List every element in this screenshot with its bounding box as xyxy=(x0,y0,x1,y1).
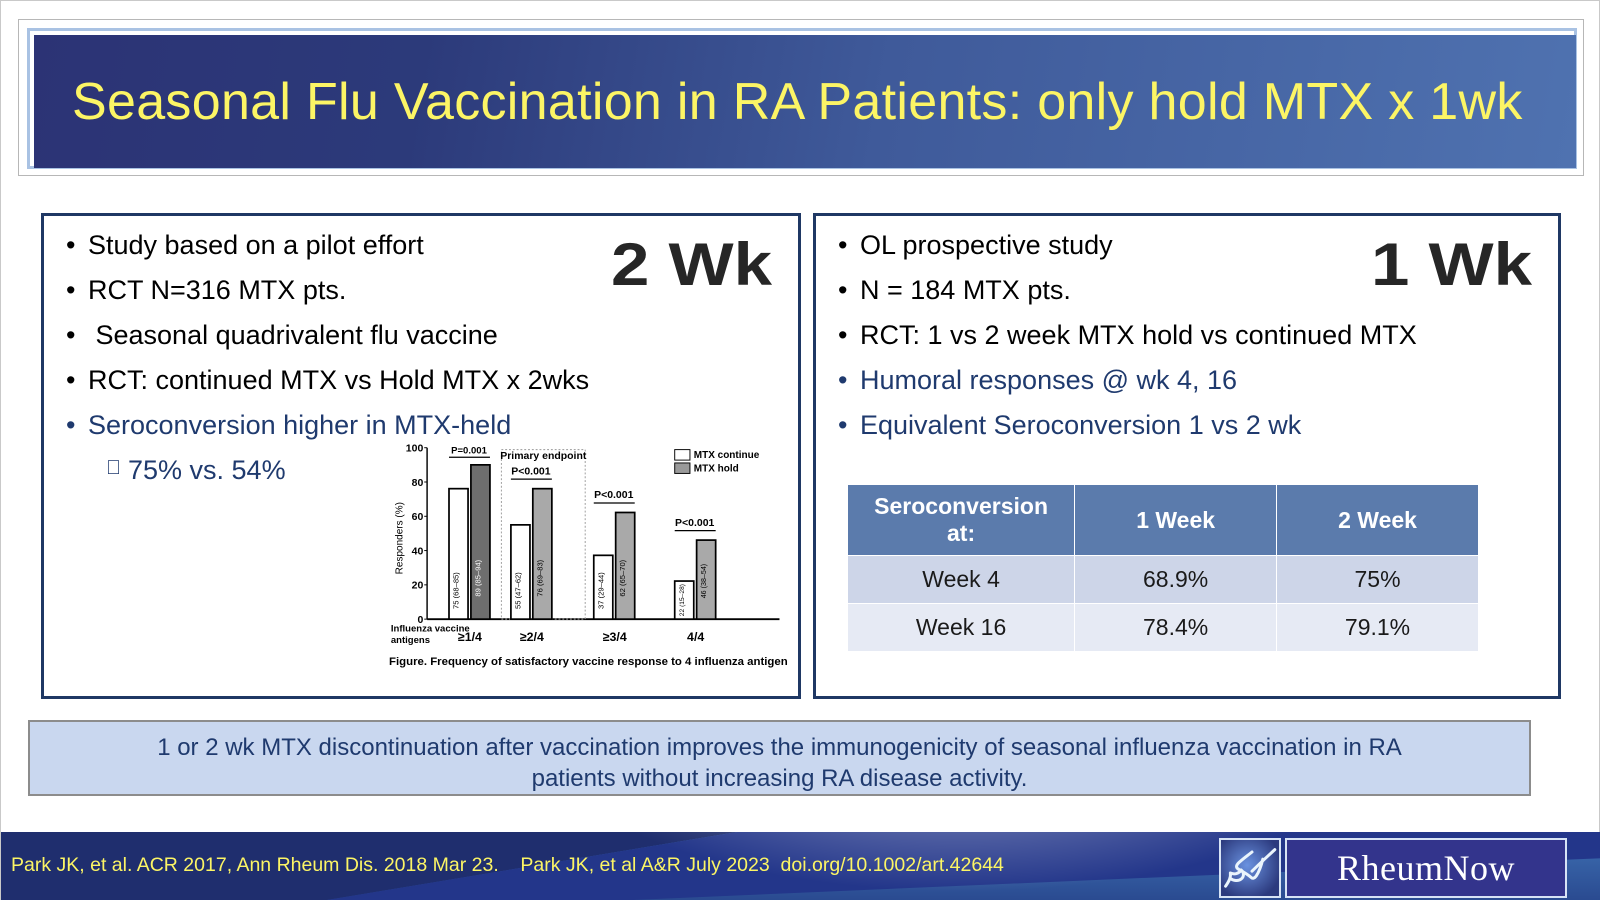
svg-text:20: 20 xyxy=(412,581,424,592)
svg-text:62 (65–70): 62 (65–70) xyxy=(618,559,627,596)
svg-text:76 (69–83): 76 (69–83) xyxy=(535,559,544,596)
svg-text:4/4: 4/4 xyxy=(687,630,704,644)
svg-text:Primary endpoint: Primary endpoint xyxy=(500,451,587,462)
svg-text:46 (38–54): 46 (38–54) xyxy=(700,564,708,598)
svg-text:22 (15–28): 22 (15–28) xyxy=(679,584,686,616)
svg-text:MTX hold: MTX hold xyxy=(694,464,739,475)
svg-text:≥2/4: ≥2/4 xyxy=(520,630,544,644)
svg-text:60: 60 xyxy=(412,512,424,523)
svg-text:100: 100 xyxy=(406,444,424,455)
svg-text:antigens: antigens xyxy=(391,635,430,646)
svg-text:P=0.001: P=0.001 xyxy=(451,445,487,456)
svg-text:37 (29–44): 37 (29–44) xyxy=(596,572,605,609)
svg-text:Figure. Frequency of satisfact: Figure. Frequency of satisfactory vaccin… xyxy=(389,656,788,668)
svg-text:80: 80 xyxy=(412,478,424,489)
svg-text:40: 40 xyxy=(412,546,424,557)
svg-text:P<0.001: P<0.001 xyxy=(675,518,714,529)
svg-text:P<0.001: P<0.001 xyxy=(594,490,633,501)
svg-text:P<0.001: P<0.001 xyxy=(511,466,550,477)
svg-text:89 (85–94): 89 (85–94) xyxy=(473,559,482,596)
svg-text:Responders (%): Responders (%) xyxy=(394,502,405,574)
svg-text:55 (47–62): 55 (47–62) xyxy=(513,572,522,609)
svg-text:≥3/4: ≥3/4 xyxy=(603,630,627,644)
svg-text:Influenza vaccine: Influenza vaccine xyxy=(391,624,470,635)
svg-text:75 (68–85): 75 (68–85) xyxy=(452,572,461,609)
svg-text:MTX continue: MTX continue xyxy=(694,450,760,461)
